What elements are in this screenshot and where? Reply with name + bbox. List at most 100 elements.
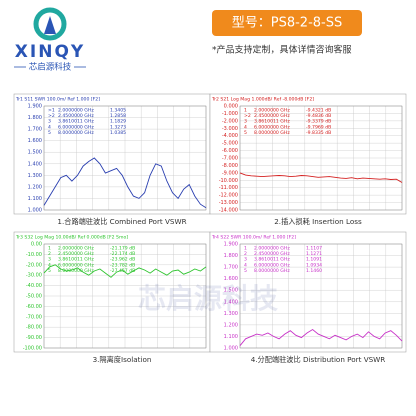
marker-id: 3	[244, 119, 247, 125]
y-tick-label: -2.000	[222, 118, 238, 124]
logo-ring	[33, 7, 67, 41]
logo-text: XINQY	[15, 42, 85, 62]
marker-freq: 8.0000000 GHz	[254, 130, 290, 136]
marker-freq: 2.0000000 GHz	[58, 246, 94, 252]
marker-freq: 2.4500000 GHz	[58, 113, 94, 119]
chart-caption: 1.合路端驻波比 Combined Port VSWR	[57, 217, 186, 226]
y-tick-label: -5.000	[222, 141, 238, 147]
y-tick-label: -12.000	[219, 193, 238, 199]
marker-id: 4	[48, 124, 51, 130]
y-tick-label: -60.00	[26, 304, 42, 310]
marker-id: 5	[244, 268, 247, 274]
logo-mark	[44, 16, 56, 34]
marker-value: 1.3273	[110, 124, 126, 130]
marker-freq: 2.0000000 GHz	[254, 246, 290, 252]
marker-value: 1.1460	[306, 268, 322, 274]
chart: Tr4 S22 SWR 100.0m/ Ref 1.000 [F2]1.900 1…	[209, 231, 407, 364]
marker-value: 1.0934	[306, 262, 322, 268]
y-tick-label: 1.500	[28, 150, 42, 156]
marker-value: -23.782 dB	[110, 262, 135, 268]
company-name: 芯启源科技	[29, 62, 72, 73]
chart-header: Tr2 S21 Log Mag 1.000dB/ Ref -8.000dB [F…	[211, 97, 314, 103]
chart-caption: 3.隔离度Isolation	[93, 355, 152, 364]
chart-caption: 2.插入损耗 Insertion Loss	[274, 217, 362, 226]
y-tick-label: 1.000	[224, 346, 238, 352]
y-tick-label: -1.000	[222, 111, 238, 117]
y-tick-label: -90.00	[26, 335, 42, 341]
marker-id: >2	[244, 113, 251, 119]
marker-freq: 2.0000000 GHz	[58, 108, 94, 114]
y-tick-label: -6.000	[222, 148, 238, 154]
chart: Tr1 S11 SWR 100.0m/ Ref 1.000 [F2]1.900 1…	[13, 93, 211, 226]
marker-value: -27.457 dB	[110, 268, 135, 274]
y-tick-label: -20.00	[26, 262, 42, 268]
marker-id: 5	[48, 130, 51, 136]
marker-freq: 2.4500000 GHz	[58, 251, 94, 257]
marker-value: -23.962 dB	[110, 257, 135, 263]
marker-id: 3	[48, 257, 51, 263]
marker-id: 3	[48, 119, 51, 125]
plot-border	[43, 105, 207, 211]
y-tick-label: 1.600	[28, 138, 42, 144]
trace	[43, 157, 207, 209]
watermark: 芯启源科技	[138, 282, 278, 315]
y-tick-label: -100.00	[23, 346, 42, 352]
marker-value: -9.4836 dB	[306, 113, 331, 119]
marker-freq: 6.0000000 GHz	[254, 262, 290, 268]
model-badge	[212, 10, 362, 36]
trace	[239, 328, 403, 346]
marker-id: 1	[244, 246, 247, 252]
y-tick-label: -9.000	[222, 170, 238, 176]
y-tick-label: -30.00	[26, 273, 42, 279]
marker-freq: 6.0000000 GHz	[58, 124, 94, 130]
marker-freq: 8.0000000 GHz	[58, 130, 94, 136]
plot-border	[43, 243, 207, 349]
chart-frame	[209, 93, 407, 215]
y-tick-label: 1.800	[224, 253, 238, 259]
chart: Tr3 S32 Log Mag 10.00dB/ Ref 0.000dB [F2…	[13, 231, 211, 364]
plot-border	[239, 105, 403, 211]
marker-value: -9.8335 dB	[306, 130, 331, 136]
marker-freq: 2.0000000 GHz	[254, 108, 290, 114]
y-tick-label: 1.400	[224, 299, 238, 305]
y-tick-label: -8.000	[222, 163, 238, 169]
y-tick-label: -14.000	[219, 208, 238, 214]
marker-value: -21.179 dB	[110, 246, 135, 252]
marker-value: -22.174 dB	[110, 251, 135, 257]
marker-value: 1.1829	[110, 119, 126, 125]
y-tick-label: -50.00	[26, 294, 42, 300]
y-tick-label: 0.00	[31, 242, 42, 248]
y-tick-label: 1.900	[28, 104, 42, 110]
y-tick-label: -11.000	[219, 185, 238, 191]
marker-value: 1.0385	[110, 130, 126, 136]
marker-id: 5	[48, 268, 51, 274]
marker-id: 3	[244, 257, 247, 263]
y-tick-label: -7.000	[222, 156, 238, 162]
marker-freq: 8.0000000 GHz	[254, 268, 290, 274]
marker-value: 1.2858	[110, 113, 126, 119]
y-tick-label: -70.00	[26, 314, 42, 320]
y-tick-label: 1.700	[224, 265, 238, 271]
trace	[43, 264, 207, 278]
y-tick-label: 1.900	[224, 242, 238, 248]
y-tick-label: 1.300	[224, 311, 238, 317]
y-tick-label: 1.800	[28, 115, 42, 121]
y-tick-label: 1.600	[224, 276, 238, 282]
marker-freq: 3.8610011 GHz	[58, 257, 94, 263]
logo-icon	[33, 7, 67, 41]
y-tick-label: -40.00	[26, 283, 42, 289]
y-tick-label: -3.000	[222, 126, 238, 132]
y-tick-label: -13.000	[219, 200, 238, 206]
marker-freq: 3.8610011 GHz	[254, 119, 290, 125]
chart-header: Tr4 S22 SWR 100.0m/ Ref 1.000 [F2]	[211, 235, 296, 241]
chart-header: Tr1 S11 SWR 100.0m/ Ref 1.000 [F2]	[15, 97, 100, 103]
marker-freq: 3.8610011 GHz	[254, 257, 290, 263]
marker-id: 5	[244, 130, 247, 136]
marker-id: 4	[48, 262, 51, 268]
marker-id: 2	[244, 251, 247, 257]
y-tick-label: 1.500	[224, 288, 238, 294]
y-tick-label: 1.400	[28, 161, 42, 167]
marker-id: 4	[244, 262, 247, 268]
y-tick-label: 1.200	[224, 322, 238, 328]
